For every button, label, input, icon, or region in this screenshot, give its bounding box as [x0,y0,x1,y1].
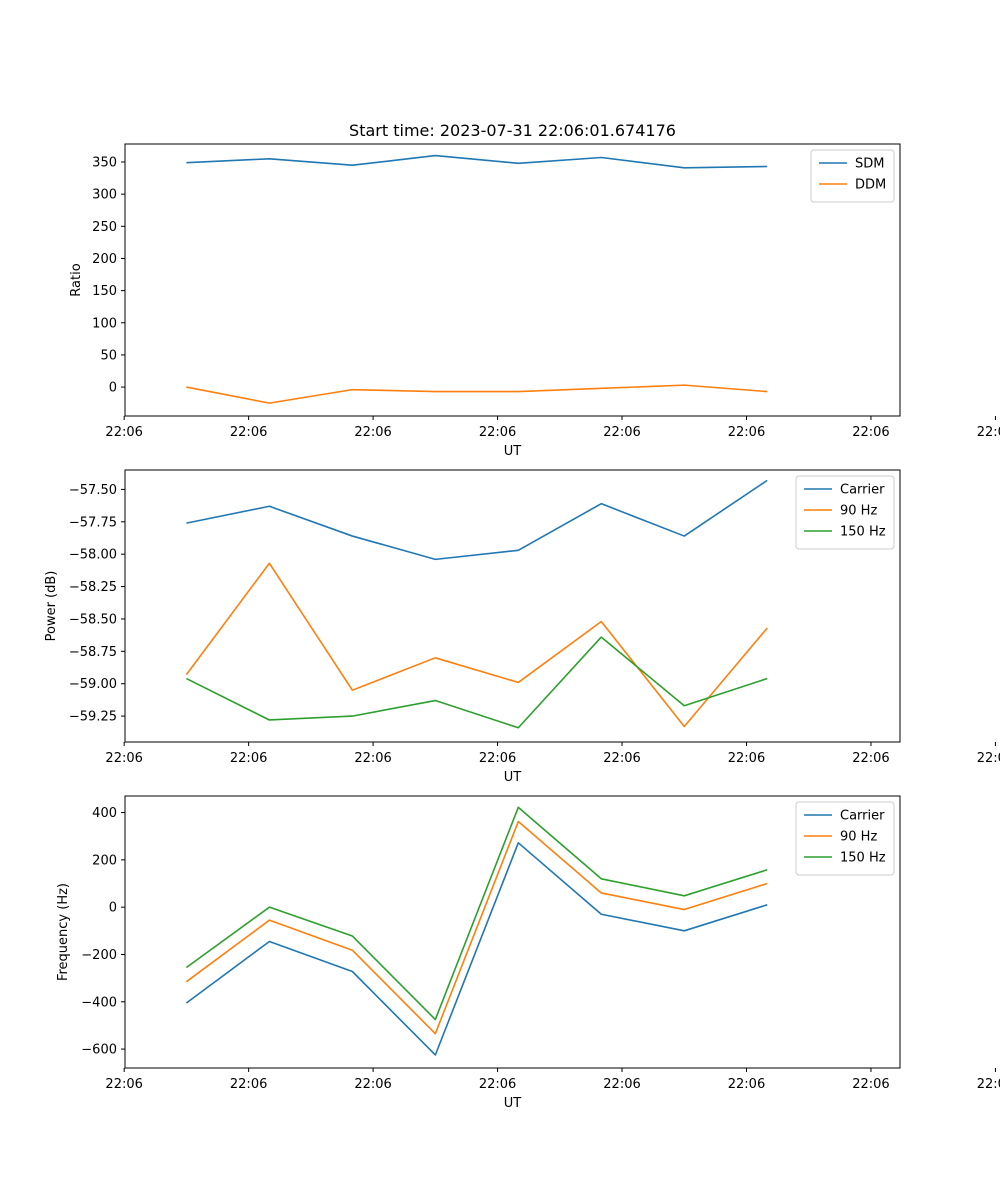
power-legend-label: Carrier [840,483,885,498]
power-series-150-hz-line [186,636,768,729]
power-x-tick-label: 22:06 [105,751,142,766]
ratio-series-sdm-line [186,154,768,169]
frequency-legend-label: 90 Hz [840,830,877,845]
power-x-tick-label: 22:06 [354,751,391,766]
frequency-x-tick-label: 22:06 [728,1077,765,1092]
power-subplot: 22:06 22:06 22:06 22:06 22:06 22:06 22:06 22:07… [44,469,1000,785]
frequency-x-tick-label: 22:06 [852,1077,889,1092]
frequency-x-tick-label: 22:07 [977,1077,1000,1092]
ratio-y-tick-label: 0 [109,381,117,396]
power-y-tick-label: −57.50 [69,483,117,498]
frequency-y-tick-label: 200 [92,853,117,868]
frequency-y-tick-label: −600 [81,1043,117,1058]
frequency-legend-label: Carrier [840,809,885,824]
ratio-axes-frame [124,143,901,417]
power-y-axis-label: Power (dB) [44,571,59,642]
power-y-tick-label: −59.25 [69,710,117,725]
frequency-y-tick-label: 400 [92,806,117,821]
figure-title: Start time: 2023-07-31 22:06:01.674176 [349,121,676,140]
power-y-tick-label: −58.50 [69,612,117,627]
ratio-y-axis-label: Ratio [69,263,84,296]
power-series-90-hz-line [185,562,768,728]
ratio-y-tick-label: 100 [92,316,117,331]
ratio-x-tick-label: 22:06 [603,425,640,440]
power-y-tick-label: −57.75 [69,515,117,530]
ratio-x-tick-label: 22:06 [852,425,889,440]
frequency-series-150-hz-line [185,806,768,1021]
ratio-legend-label: SDM [855,157,884,172]
frequency-y-tick-label: −200 [81,948,117,963]
power-legend-label: 90 Hz [840,504,877,519]
frequency-legend-label: 150 Hz [840,851,886,866]
ratio-y-tick-label: 50 [100,348,117,363]
power-axes-frame [124,469,901,743]
ratio-x-tick-label: 22:07 [977,425,1000,440]
ratio-y-tick-label: 350 [92,156,117,171]
ratio-x-axis-label: UT [504,444,522,459]
ratio-y-tick-label: 300 [92,188,117,203]
ratio-legend-label: DDM [855,178,886,193]
frequency-y-tick-label: −400 [81,995,117,1010]
ratio-y-tick-label: 150 [92,284,117,299]
frequency-x-axis-label: UT [504,1096,522,1111]
frequency-series-carrier-line [185,842,768,1056]
power-series-carrier-line [186,479,768,561]
frequency-series-90-hz-line [185,820,768,1035]
power-y-tick-label: −58.75 [69,645,117,660]
frequency-x-tick-label: 22:06 [230,1077,267,1092]
power-x-axis-label: UT [504,770,522,785]
ratio-subplot: 22:06 22:06 22:06 22:06 22:06 22:06 22:06 22:07… [69,143,1000,459]
frequency-y-axis-label: Frequency (Hz) [56,883,71,981]
frequency-x-tick-label: 22:06 [479,1077,516,1092]
ratio-x-tick-label: 22:06 [230,425,267,440]
power-y-tick-label: −58.25 [69,580,117,595]
frequency-x-tick-label: 22:06 [105,1077,142,1092]
ratio-x-tick-label: 22:06 [105,425,142,440]
frequency-x-tick-label: 22:06 [603,1077,640,1092]
frequency-x-tick-label: 22:06 [354,1077,391,1092]
ratio-y-tick-label: 200 [92,252,117,267]
power-x-tick-label: 22:06 [479,751,516,766]
ratio-x-tick-label: 22:06 [354,425,391,440]
power-y-tick-label: −58.00 [69,548,117,563]
power-x-tick-label: 22:06 [852,751,889,766]
ratio-x-tick-label: 22:06 [479,425,516,440]
power-legend-label: 150 Hz [840,525,886,540]
ratio-x-tick-label: 22:06 [728,425,765,440]
frequency-y-tick-label: 0 [109,901,117,916]
frequency-axes-frame [124,795,901,1069]
power-x-tick-label: 22:07 [977,751,1000,766]
power-x-tick-label: 22:06 [728,751,765,766]
power-x-tick-label: 22:06 [230,751,267,766]
power-x-tick-label: 22:06 [603,751,640,766]
ratio-y-tick-label: 250 [92,220,117,235]
ratio-series-ddm-line [186,384,768,404]
power-y-tick-label: −59.00 [69,677,117,692]
frequency-subplot: 22:06 22:06 22:06 22:06 22:06 22:06 22:06 22:07… [56,795,1000,1111]
